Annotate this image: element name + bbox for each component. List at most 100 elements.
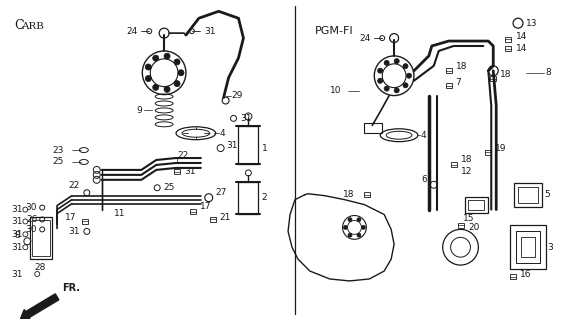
Bar <box>516 231 540 263</box>
Text: 24: 24 <box>359 34 370 43</box>
Text: 31: 31 <box>204 27 215 36</box>
Text: 22: 22 <box>69 181 80 190</box>
Bar <box>31 218 52 259</box>
Text: 20: 20 <box>468 223 480 232</box>
Text: 17: 17 <box>200 202 211 211</box>
Text: 14: 14 <box>516 32 528 41</box>
Text: ARB: ARB <box>21 22 44 31</box>
Text: 29: 29 <box>231 91 243 100</box>
Text: 26: 26 <box>26 215 37 224</box>
Text: 18: 18 <box>500 70 512 79</box>
Text: 10: 10 <box>330 86 341 95</box>
FancyArrow shape <box>21 294 59 320</box>
Circle shape <box>357 218 361 222</box>
Circle shape <box>146 64 151 70</box>
Circle shape <box>377 68 383 73</box>
Circle shape <box>362 225 365 229</box>
Text: 8: 8 <box>546 68 552 77</box>
Bar <box>190 209 196 214</box>
Bar <box>485 149 491 155</box>
Text: 11: 11 <box>113 209 125 218</box>
Circle shape <box>348 233 352 237</box>
Bar <box>210 217 215 222</box>
Circle shape <box>153 84 158 90</box>
Bar <box>510 275 516 279</box>
Bar <box>238 126 258 164</box>
Text: 4: 4 <box>421 131 427 140</box>
Text: 18: 18 <box>461 156 472 164</box>
Text: 31: 31 <box>11 243 22 252</box>
Circle shape <box>146 76 151 82</box>
Text: 21: 21 <box>220 213 231 222</box>
Bar <box>446 83 451 88</box>
Text: 19: 19 <box>495 144 507 153</box>
Text: 31: 31 <box>11 205 22 214</box>
Bar <box>510 225 546 269</box>
Text: 24: 24 <box>126 27 137 36</box>
Text: 31: 31 <box>241 114 252 123</box>
Circle shape <box>377 78 383 83</box>
Text: 30: 30 <box>26 203 37 212</box>
Text: 31: 31 <box>11 269 22 278</box>
Circle shape <box>357 233 361 237</box>
Circle shape <box>164 53 170 59</box>
Bar <box>464 197 488 212</box>
Bar <box>468 200 484 210</box>
Text: 1: 1 <box>262 144 268 153</box>
Text: 31: 31 <box>227 140 238 150</box>
Text: 31: 31 <box>68 227 80 236</box>
Text: 8: 8 <box>15 231 21 240</box>
Bar <box>238 182 258 213</box>
Text: 15: 15 <box>463 214 474 223</box>
Bar <box>365 123 382 133</box>
Bar <box>457 223 464 228</box>
Text: FR.: FR. <box>62 283 80 293</box>
Text: 28: 28 <box>35 263 46 272</box>
Text: 31: 31 <box>184 167 195 176</box>
Circle shape <box>403 83 408 88</box>
Text: 5: 5 <box>544 190 549 199</box>
Text: 31: 31 <box>11 217 22 226</box>
Bar <box>32 220 50 256</box>
Circle shape <box>394 88 399 93</box>
Text: 30: 30 <box>26 225 37 234</box>
Text: PGM-FI: PGM-FI <box>315 26 353 36</box>
Circle shape <box>384 60 389 65</box>
Text: 12: 12 <box>461 167 472 176</box>
Text: 13: 13 <box>526 19 538 28</box>
Bar <box>365 192 370 197</box>
Circle shape <box>178 70 184 76</box>
Bar <box>490 76 496 81</box>
Text: 17: 17 <box>65 213 77 222</box>
Circle shape <box>164 86 170 92</box>
Text: 7: 7 <box>456 78 461 87</box>
Text: 3: 3 <box>548 243 554 252</box>
Circle shape <box>394 59 399 64</box>
Text: 6: 6 <box>421 175 427 184</box>
Circle shape <box>174 59 180 65</box>
Bar <box>521 237 535 257</box>
Bar <box>174 169 180 174</box>
Text: 18: 18 <box>456 62 467 71</box>
Text: 16: 16 <box>520 270 531 279</box>
Bar <box>446 68 451 73</box>
Bar <box>505 36 511 42</box>
Text: 9: 9 <box>136 106 142 115</box>
Text: 4: 4 <box>220 129 225 138</box>
Bar <box>451 163 457 167</box>
Circle shape <box>174 81 180 87</box>
Text: C: C <box>15 19 24 32</box>
Circle shape <box>348 218 352 222</box>
Circle shape <box>407 73 411 78</box>
Bar <box>514 183 542 207</box>
Text: 18: 18 <box>343 190 355 199</box>
Circle shape <box>153 55 158 61</box>
Text: 25: 25 <box>163 183 174 192</box>
Bar <box>518 187 538 203</box>
Circle shape <box>403 64 408 69</box>
Text: 14: 14 <box>516 44 528 53</box>
Text: 27: 27 <box>215 188 227 197</box>
Circle shape <box>384 86 389 91</box>
Bar <box>505 46 511 52</box>
Circle shape <box>343 225 348 229</box>
